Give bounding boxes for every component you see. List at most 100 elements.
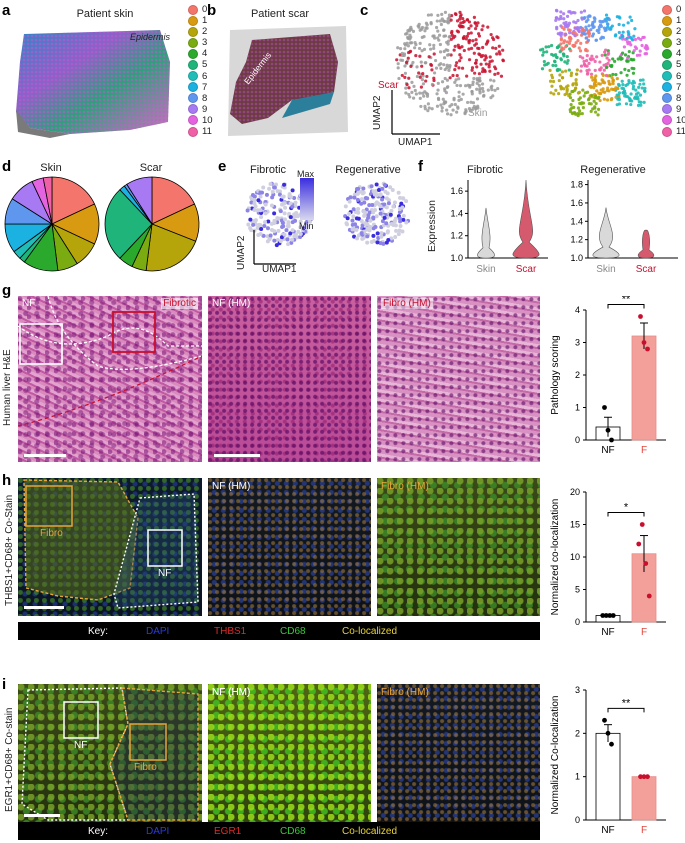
umap-point [395, 58, 399, 62]
feature-point [283, 205, 288, 210]
umap-cluster-point [575, 33, 579, 37]
feature-point [284, 228, 289, 233]
umap-cluster-point [638, 78, 643, 82]
umap-cluster-point [564, 85, 569, 89]
umap-point [475, 81, 479, 86]
feature-point [348, 195, 353, 200]
umap-cluster-point [595, 89, 599, 93]
data-point [605, 427, 611, 433]
feature-point [374, 214, 379, 219]
umap-cluster-point [625, 73, 629, 77]
legend-item: 5 [188, 59, 213, 70]
thbs1-fibro-highmag-image: Fibro (HM) [377, 478, 540, 616]
umap-point [434, 66, 439, 70]
bar-ylabel: Normalized Co-localization [550, 696, 561, 815]
legend-swatch [188, 126, 198, 137]
umap-point [467, 47, 471, 51]
feature-point [290, 188, 295, 193]
feature-point [378, 241, 383, 246]
feature-point [382, 215, 387, 220]
umap-cluster-point [626, 59, 630, 63]
umap-cluster-point [571, 83, 575, 87]
umap-point [496, 36, 500, 40]
feature-point [288, 231, 293, 236]
umap-point [415, 74, 420, 79]
bar [631, 776, 657, 821]
feature-point [397, 216, 402, 221]
umap-point [494, 67, 498, 71]
panel-letter-b: b [207, 2, 217, 19]
legend-item: 1 [662, 15, 685, 26]
umap-cluster-point [564, 44, 568, 49]
legend-label: 7 [676, 81, 682, 93]
feature-point [393, 234, 398, 239]
feature-point [364, 207, 369, 212]
umap-point [422, 94, 426, 98]
h-key-marker: THBS1 [214, 625, 247, 637]
umap-cluster-point [554, 64, 558, 68]
umap-cluster-point [568, 31, 572, 35]
legend-item: 10 [662, 115, 685, 126]
feature-point [258, 194, 263, 199]
feature-point [368, 218, 373, 223]
umap-cluster-point [581, 56, 585, 60]
umap-cluster-point [598, 68, 602, 72]
feature-point [398, 223, 403, 228]
umap-cluster-point [574, 81, 578, 85]
umap-cluster-point [597, 27, 601, 32]
feature-point [298, 231, 303, 236]
legend-swatch [662, 126, 672, 137]
feature-point [378, 192, 383, 197]
umap-point [406, 56, 410, 60]
feature-point [345, 222, 350, 227]
umap-point [413, 88, 417, 93]
umap-point [443, 10, 448, 14]
violin-shape [637, 229, 655, 259]
umap-cluster-point [624, 94, 628, 98]
umap-cluster-point [558, 73, 562, 77]
feature-point [345, 216, 350, 221]
feature-point [369, 184, 374, 189]
feature-point [362, 213, 367, 218]
bar-tick-label: 3 [575, 685, 580, 695]
egr1-nf-highmag-image: NF (HM) [208, 684, 371, 824]
feature-point [365, 234, 370, 239]
umap-point [455, 61, 459, 65]
umap-cluster-point [642, 82, 646, 86]
e-colorbar-max: Max [297, 169, 315, 179]
violin-cat-skin: Skin [476, 264, 495, 275]
umap-cluster-point [605, 86, 610, 90]
umap-point [438, 42, 442, 47]
umap-cluster-point [621, 23, 626, 27]
umap-cluster-point [605, 98, 610, 102]
umap-point [437, 63, 441, 67]
umap-point [475, 78, 479, 82]
feature-point [259, 214, 264, 219]
umap-point [448, 63, 452, 68]
umap-point [469, 46, 474, 51]
legend-item: 11 [188, 126, 213, 137]
umap-point [419, 104, 423, 109]
umap-point [466, 100, 470, 105]
umap-cluster-point [601, 80, 605, 84]
umap-point [462, 48, 466, 53]
umap-cluster-point [553, 59, 557, 63]
feature-point [401, 196, 406, 201]
legend-swatch [188, 60, 198, 71]
umap-cluster-point [559, 57, 563, 61]
legend-label: 11 [202, 126, 212, 138]
umap-cluster-point [588, 84, 592, 89]
data-point [645, 774, 650, 780]
umap-cluster-point [622, 90, 626, 94]
feature-point [371, 233, 376, 238]
umap-point [417, 25, 421, 29]
legend-item: 6 [662, 71, 685, 82]
umap-cluster-point [585, 64, 589, 68]
umap-cluster-point [607, 58, 611, 62]
feature-point [351, 207, 356, 212]
h-key-coloc: Co-localized [342, 625, 398, 637]
umap-cluster-point [627, 68, 631, 73]
umap-point [471, 106, 475, 110]
feature-point [396, 190, 401, 195]
legend-item: 7 [188, 82, 213, 93]
